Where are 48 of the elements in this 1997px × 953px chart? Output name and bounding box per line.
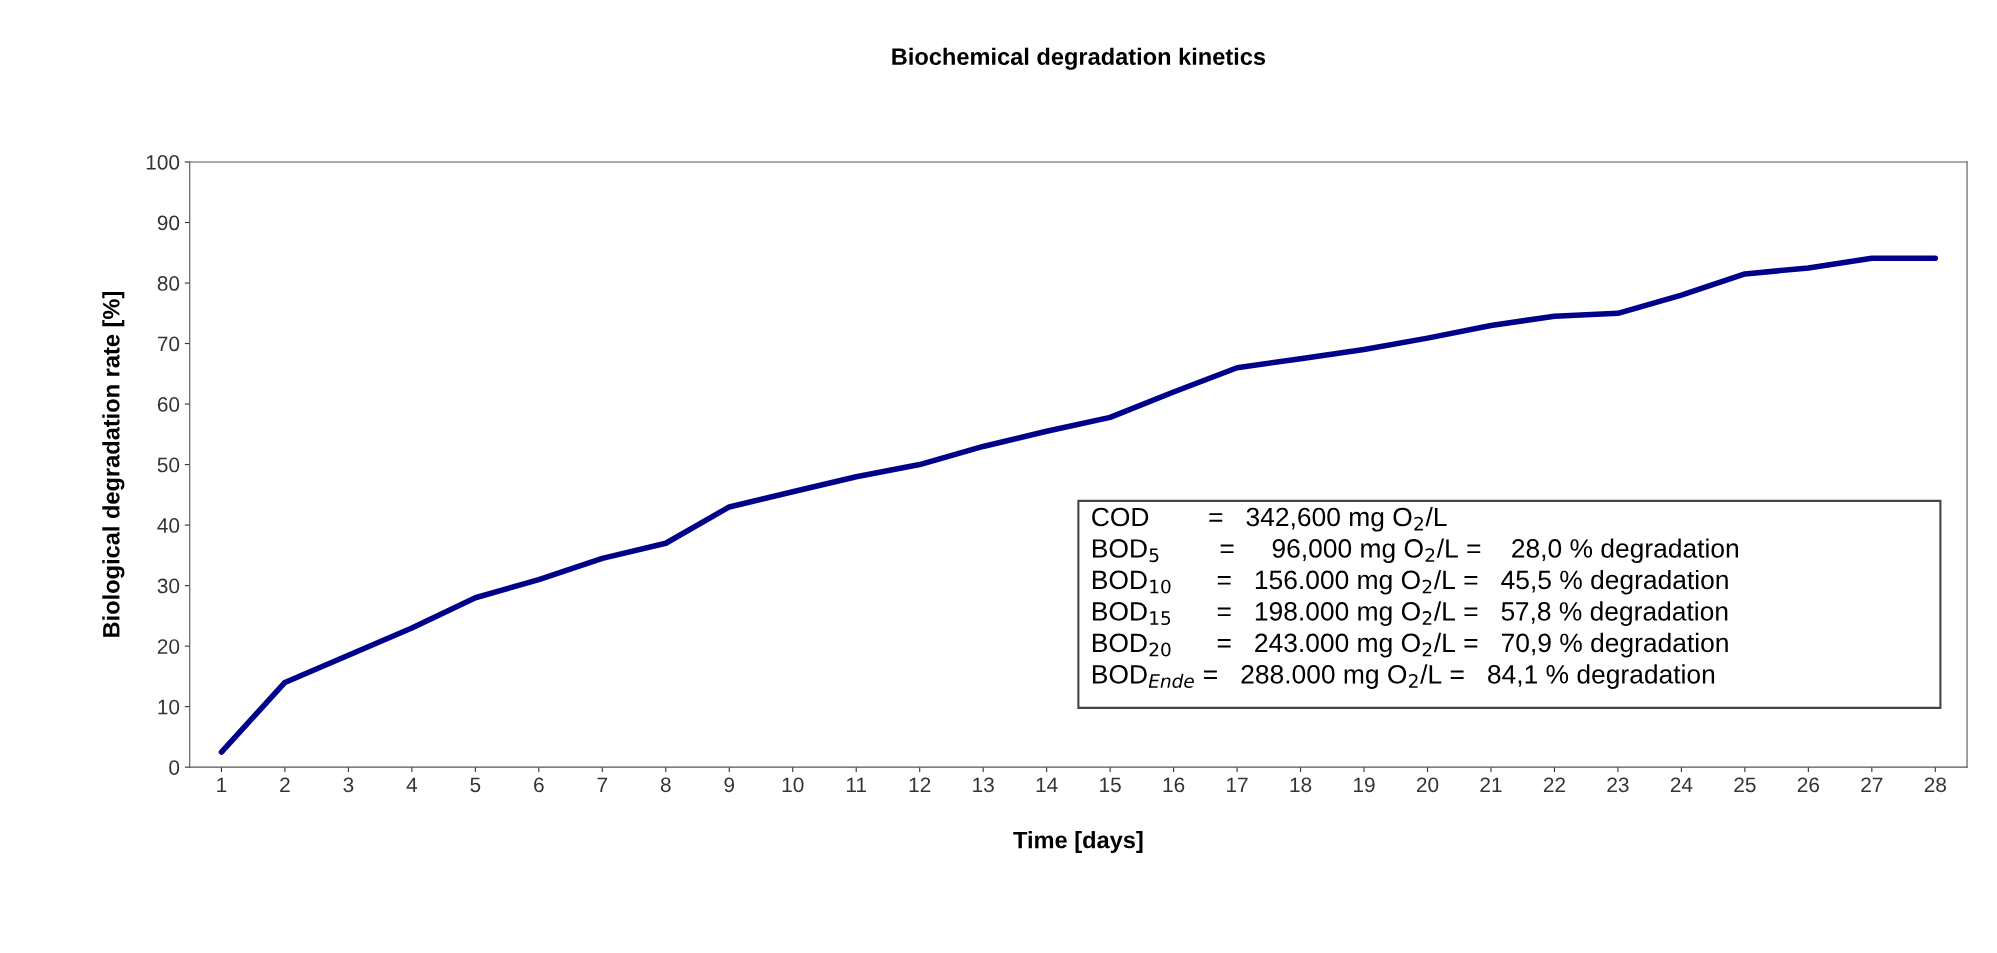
text: BOD$_{10}$ = 156.000 mg O$_{2}$/L = 45,5 % degradation	[1092, 569, 1728, 595]
annotation: COD = 342,600 mg O$_{2}$/L	[1092, 506, 1447, 532]
x-tick-label: 3	[343, 777, 354, 793]
text: BOD$_{15}$ = 198.000 mg O$_{2}$/L = 57,8 % degradation	[1092, 601, 1728, 626]
x-tick-label: 12	[909, 777, 931, 792]
x-tick-label: 25	[1734, 777, 1756, 793]
y-tick-label: 30	[157, 578, 180, 594]
x-tick-label: 23	[1607, 777, 1629, 793]
x-tick-label: 11	[846, 777, 867, 792]
y-tick-label: 60	[157, 397, 180, 412]
x-tick-label: 22	[1543, 777, 1565, 792]
x-tick-label: 8	[660, 777, 671, 793]
x-tick-label: 17	[1227, 777, 1248, 792]
x-tick-label: 13	[973, 777, 994, 793]
x-tick-label: 15	[1100, 777, 1121, 793]
y-axis-title: Biological degradation rate [%]	[102, 292, 125, 637]
y-tick-label: 20	[157, 639, 180, 654]
y-tick-label: 90	[157, 215, 180, 231]
x-tick-label: 4	[406, 777, 418, 792]
x-tick-label: 10	[782, 777, 804, 793]
x-tick-label: 19	[1354, 777, 1375, 793]
x-tick-label: 5	[470, 777, 481, 793]
y-tick-label: 80	[157, 276, 180, 291]
x-tick-label: 14	[1036, 777, 1058, 792]
x-tick-label: 18	[1290, 777, 1312, 793]
x-tick-label: 27	[1861, 777, 1883, 792]
annotation: BOD$_{Ende}$ = 288.000 mg O$_{2}$/L = 84,1 % degradation	[1092, 664, 1715, 689]
y-tick-label: 100	[146, 155, 180, 170]
y-tick-label: 70	[157, 336, 180, 352]
y-tick-label: 0	[169, 760, 180, 775]
text: BOD$_{20}$ = 243.000 mg O$_{2}$/L = 70,9 % degradation	[1092, 632, 1728, 658]
x-tick-label: 2	[280, 777, 290, 792]
x-tick-label: 6	[534, 777, 544, 793]
x-tick-label: 16	[1163, 777, 1185, 793]
x-tick-label: 26	[1797, 777, 1820, 793]
x-tick-label: 28	[1924, 777, 1946, 793]
y-tick-label: 40	[157, 518, 180, 533]
y-tick-label: 50	[157, 457, 180, 473]
text: BOD$_{5}$ = 96,000 mg O$_{2}$/L = 28,0 % degradation	[1092, 538, 1738, 564]
x-tick-label: 7	[597, 777, 608, 792]
x-tick-label: 9	[724, 777, 735, 793]
x-tick-label: 24	[1670, 777, 1693, 792]
x-tick-label: 20	[1416, 777, 1439, 793]
x-tick-label: 1	[217, 777, 227, 792]
chart-title: Biochemical degradation kinetics	[892, 47, 1266, 70]
x-axis-title: Time [days]	[1013, 831, 1143, 854]
x-tick-label: 21	[1480, 777, 1502, 792]
y-tick-label: 10	[158, 699, 180, 715]
